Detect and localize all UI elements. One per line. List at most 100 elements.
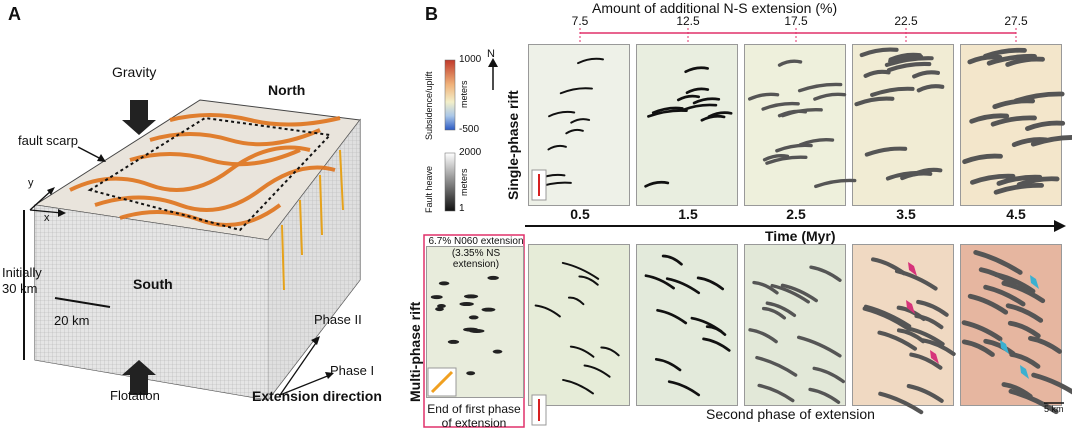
- fault-trace: [916, 84, 945, 93]
- fault-trace: [578, 275, 599, 286]
- fault-trace: [755, 355, 798, 377]
- panel-a-block-diagram: [23, 99, 361, 402]
- fault-trace: [534, 304, 561, 318]
- fault-trace: [1007, 320, 1041, 339]
- flotation-label: Flotation: [110, 388, 160, 403]
- fault-trace: [878, 391, 924, 415]
- time-tick: 4.5: [1006, 206, 1026, 222]
- fault-trace: [796, 335, 842, 358]
- fault-trace: [982, 47, 1027, 59]
- fault-trace: [990, 115, 1037, 127]
- time-tick: 1.5: [678, 206, 698, 222]
- fault-trace: [967, 293, 1009, 315]
- fault-trace: [577, 57, 604, 65]
- fault-trace: [661, 254, 683, 266]
- fault-trace: [700, 114, 726, 122]
- gravity-arrow-icon: [122, 100, 156, 135]
- north-label: North: [268, 82, 306, 98]
- fault-trace: [863, 69, 891, 78]
- fault-trace: [809, 265, 842, 282]
- fault-trace: [761, 101, 800, 111]
- fault-trace: [761, 306, 787, 320]
- heave-min: 1: [459, 203, 465, 214]
- depth-label: 30 km: [2, 281, 38, 296]
- fault-trace: [777, 59, 803, 67]
- fault-trace: [651, 106, 684, 115]
- fault-trace: [969, 113, 1010, 124]
- fault-trace: [1008, 388, 1059, 415]
- fault-trace: [665, 277, 701, 295]
- fault-trace: [1031, 372, 1072, 395]
- fault-trace: [685, 87, 710, 95]
- panel-a-letter: A: [8, 4, 21, 24]
- fault-trace: [814, 178, 857, 189]
- fault-trace: [921, 338, 956, 357]
- fault-trace: [459, 302, 474, 307]
- extension-tick: 27.5: [1004, 14, 1028, 28]
- second-phase-label: Second phase of extension: [706, 406, 875, 422]
- fault-trace: [912, 70, 941, 79]
- fault-trace: [996, 174, 1043, 186]
- extension-tick: 12.5: [676, 14, 700, 28]
- multi-phase-map: [636, 244, 738, 406]
- fault-trace: [961, 339, 995, 357]
- fault-trace: [748, 328, 778, 344]
- fault-trace: [569, 345, 595, 358]
- axis-x-label: x: [44, 212, 50, 224]
- subsidence-colorbar: [444, 59, 456, 131]
- fault-trace: [565, 128, 584, 135]
- fault-trace: [430, 295, 443, 300]
- fault-trace: [692, 97, 721, 105]
- fault-trace: [961, 320, 1003, 342]
- fault-trace: [684, 66, 709, 74]
- inset-line-1: 6.7% N060 extension: [428, 236, 524, 247]
- fault-trace: [1016, 176, 1060, 188]
- axis-y-label: y: [28, 177, 34, 189]
- time-label: Time (Myr): [765, 228, 836, 244]
- fault-trace: [656, 308, 688, 325]
- fault-trace: [435, 307, 444, 312]
- fault-trace: [970, 173, 1016, 185]
- phase-i-label: Phase I: [330, 363, 375, 378]
- fault-trace: [765, 301, 797, 318]
- fault-trace: [1001, 280, 1046, 304]
- fault-trace: [702, 337, 731, 352]
- fault-trace: [487, 275, 499, 280]
- fault-trace: [765, 155, 808, 165]
- heave-colorbar: [444, 152, 456, 212]
- fault-trace: [863, 304, 912, 329]
- time-tick: 2.5: [786, 206, 806, 222]
- fault-trace: [548, 110, 576, 118]
- fault-trace: [896, 328, 926, 344]
- fault-trace: [752, 280, 779, 295]
- fault-trace: [1025, 120, 1066, 131]
- inset-line-2: (3.35% NS extension): [451, 248, 501, 270]
- single-phase-map: [744, 44, 846, 206]
- end-first-phase-2: of extension: [441, 416, 507, 430]
- extension-title: Amount of additional N-S extension (%): [592, 0, 838, 16]
- fault-arrow-icon: [1000, 340, 1009, 354]
- fault-trace: [1005, 56, 1045, 67]
- fault-trace: [909, 352, 943, 370]
- fault-arrow-icon: [1030, 275, 1039, 289]
- fault-trace: [437, 304, 446, 309]
- north-label-b: N: [487, 48, 495, 60]
- subsidence-max: 1000: [459, 54, 482, 65]
- fault-trace: [983, 284, 1026, 307]
- extension-tick: 17.5: [784, 14, 808, 28]
- fault-trace: [463, 327, 479, 332]
- extension-tick: 7.5: [571, 14, 589, 28]
- fault-trace: [466, 371, 476, 376]
- fault-trace: [1030, 135, 1072, 147]
- fault-trace: [468, 315, 479, 320]
- fault-trace: [859, 47, 899, 58]
- heave-max: 2000: [459, 147, 482, 158]
- fault-trace: [884, 56, 934, 68]
- fault-trace: [916, 299, 949, 317]
- fault-trace: [600, 346, 620, 357]
- fault-trace: [777, 109, 808, 118]
- scale-bar-label: 5 km: [1044, 404, 1064, 414]
- fault-trace: [561, 261, 600, 280]
